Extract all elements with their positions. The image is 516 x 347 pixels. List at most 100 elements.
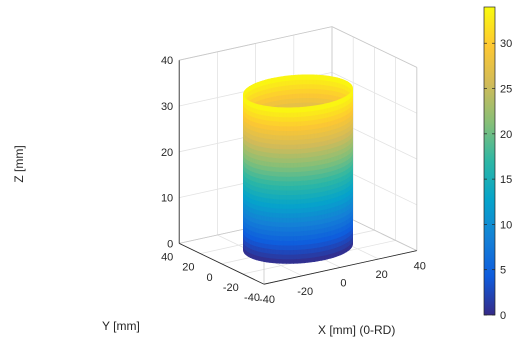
cylinder-outer-patch xyxy=(263,174,268,180)
cylinder-inner-patch xyxy=(312,92,317,99)
colorbar-tick-label: 0 xyxy=(500,310,506,322)
cylinder-inner-patch xyxy=(280,89,286,96)
cylinder-outer-patch xyxy=(266,202,271,208)
cylinder-outer-patch xyxy=(289,249,294,255)
cylinder-outer-patch xyxy=(307,192,312,199)
cylinder-outer-patch xyxy=(279,217,284,223)
cylinder-outer-patch xyxy=(282,148,287,154)
cylinder-outer-patch xyxy=(303,202,309,209)
cylinder-outer-patch xyxy=(282,217,287,223)
cylinder-outer-patch xyxy=(296,230,301,237)
cylinder-inner-patch xyxy=(305,88,310,94)
cylinder-outer-patch xyxy=(275,194,280,200)
cylinder-outer-patch xyxy=(260,228,265,235)
cylinder-outer-patch xyxy=(266,138,271,144)
cylinder-outer-patch xyxy=(272,175,277,182)
cylinder-outer-patch xyxy=(310,242,316,249)
cylinder-outer-patch xyxy=(310,146,316,153)
cylinder-outer-patch xyxy=(263,105,268,112)
cylinder-inner-patch xyxy=(319,79,324,85)
cylinder-outer-patch xyxy=(307,188,312,195)
cylinder-outer-patch xyxy=(275,120,280,127)
cylinder-outer-patch xyxy=(282,258,287,264)
cylinder-outer-patch xyxy=(282,107,287,113)
cylinder-inner-patch xyxy=(305,102,310,108)
cylinder-outer-patch xyxy=(275,148,280,154)
cylinder-outer-patch xyxy=(272,111,277,117)
cylinder-outer-patch xyxy=(286,148,291,154)
cylinder-outer-patch xyxy=(282,167,287,173)
cylinder-outer-patch xyxy=(269,193,274,200)
cylinder-outer-patch xyxy=(260,201,265,207)
cylinder-outer-patch xyxy=(272,239,277,246)
cylinder-outer-patch xyxy=(269,124,274,131)
cylinder-outer-patch xyxy=(300,221,305,227)
z-tick-label: 10 xyxy=(161,193,173,205)
cylinder-outer-patch xyxy=(289,176,294,182)
cylinder-inner-patch xyxy=(322,75,327,81)
cylinder-outer-patch xyxy=(310,256,316,263)
cylinder-outer-patch xyxy=(275,230,280,237)
cylinder-inner-patch xyxy=(287,98,293,104)
cylinder-inner-patch xyxy=(259,80,264,87)
cylinder-outer-patch xyxy=(269,225,274,232)
cylinder-outer-patch xyxy=(279,189,284,196)
cylinder-inner-patch xyxy=(345,80,348,87)
cylinder-outer-patch xyxy=(286,107,291,113)
cylinder-outer-patch xyxy=(314,224,319,230)
cylinder-inner-patch xyxy=(302,92,307,98)
cylinder-outer-patch xyxy=(303,175,309,181)
cylinder-inner-patch xyxy=(302,83,307,89)
cylinder-inner-patch xyxy=(295,88,300,94)
cylinder-outer-patch xyxy=(296,226,301,232)
cylinder-inner-patch xyxy=(305,92,310,98)
cylinder-outer-patch xyxy=(314,150,319,157)
cylinder-outer-patch xyxy=(275,184,280,191)
cylinder-outer-patch xyxy=(260,182,265,189)
cylinder-outer-patch xyxy=(307,247,312,254)
cylinder-inner-patch xyxy=(316,92,321,99)
z-tick-label: 30 xyxy=(161,101,173,113)
cylinder-outer-patch xyxy=(303,115,309,122)
cylinder-outer-patch xyxy=(303,234,309,241)
cylinder-inner-patch xyxy=(325,75,330,82)
cylinder-inner-patch xyxy=(287,93,293,100)
cylinder-outer-patch xyxy=(300,125,305,131)
cylinder-inner-patch xyxy=(322,84,327,90)
cylinder-outer-patch xyxy=(279,249,284,255)
cylinder-outer-patch xyxy=(303,165,309,172)
cylinder-outer-patch xyxy=(300,216,305,223)
cylinder-inner-patch xyxy=(298,74,303,80)
cylinder-outer-patch xyxy=(286,217,291,223)
cylinder-outer-patch xyxy=(293,139,298,145)
cylinder-outer-patch xyxy=(300,175,305,181)
cylinder-outer-patch xyxy=(314,205,319,212)
cylinder-outer-patch xyxy=(282,176,287,182)
cylinder-outer-patch xyxy=(260,104,265,111)
cylinder-outer-patch xyxy=(296,116,301,122)
cylinder-outer-patch xyxy=(303,239,309,245)
cylinder-inner-patch xyxy=(309,88,314,94)
cylinder-outer-patch xyxy=(296,203,301,209)
cylinder-outer-patch xyxy=(279,175,284,182)
cylinder-outer-patch xyxy=(307,115,312,121)
cylinder-outer-patch xyxy=(289,116,294,122)
cylinder-inner-patch xyxy=(284,75,289,82)
cylinder-outer-patch xyxy=(303,252,309,259)
cylinder-outer-patch xyxy=(275,239,280,246)
cylinder-outer-patch xyxy=(314,114,319,120)
cylinder-outer-patch xyxy=(279,139,284,145)
cylinder-inner-patch xyxy=(319,74,324,81)
cylinder-outer-patch xyxy=(314,219,319,226)
cylinder-outer-patch xyxy=(266,206,271,213)
cylinder-outer-patch xyxy=(307,202,312,208)
cylinder-outer-patch xyxy=(289,258,294,264)
cylinder-outer-patch xyxy=(293,244,298,251)
cylinder-outer-patch xyxy=(272,166,277,172)
cylinder-outer-patch xyxy=(307,252,312,259)
cylinder-outer-patch xyxy=(286,125,291,131)
cylinder-outer-patch xyxy=(300,170,305,177)
cylinder-inner-patch xyxy=(277,80,282,87)
cylinder-outer-patch xyxy=(282,235,287,241)
cylinder-outer-patch xyxy=(266,193,271,199)
